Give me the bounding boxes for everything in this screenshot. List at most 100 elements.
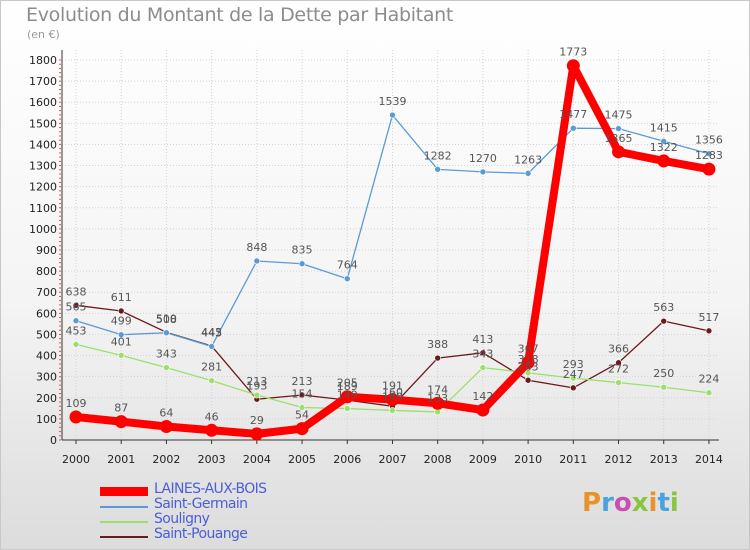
y-tick-label: 1000 bbox=[29, 223, 57, 236]
y-minor-tick bbox=[59, 194, 61, 196]
x-tick-label: 2005 bbox=[288, 453, 316, 466]
y-axis-unit: (en €) bbox=[27, 28, 60, 41]
data-label-souligny: 213 bbox=[246, 375, 267, 388]
data-label-saint-germain: 1477 bbox=[559, 108, 587, 121]
data-label-saint-pouange: 213 bbox=[292, 375, 313, 388]
axes: 0 100 200 300 400 500 600 700 800 900 1000 1100 1200… bbox=[29, 50, 723, 466]
y-minor-tick bbox=[59, 228, 61, 230]
y-minor-tick bbox=[59, 211, 61, 213]
y-minor-tick bbox=[59, 148, 61, 150]
y-minor-tick bbox=[59, 203, 61, 205]
data-label-laines-aux-bois: 87 bbox=[114, 402, 128, 415]
y-minor-tick bbox=[59, 342, 61, 344]
y-minor-tick bbox=[59, 186, 61, 188]
y-minor-tick bbox=[59, 414, 61, 416]
y-tick-label: 900 bbox=[36, 244, 57, 257]
data-point-souligny bbox=[298, 404, 306, 411]
data-label-souligny: 140 bbox=[382, 390, 403, 403]
data-label-saint-germain: 565 bbox=[66, 301, 87, 314]
y-minor-tick bbox=[59, 63, 61, 65]
y-minor-tick bbox=[59, 333, 61, 335]
y-minor-tick bbox=[59, 169, 61, 171]
x-tick-label: 2010 bbox=[514, 453, 542, 466]
data-label-laines-aux-bois: 64 bbox=[159, 406, 173, 419]
x-tick-label: 2014 bbox=[695, 453, 723, 466]
y-minor-tick bbox=[59, 207, 61, 209]
y-minor-tick bbox=[59, 266, 61, 268]
data-label-saint-germain: 1356 bbox=[695, 134, 723, 147]
data-label-souligny: 401 bbox=[111, 335, 132, 348]
y-minor-tick bbox=[59, 329, 61, 331]
y-minor-tick bbox=[59, 435, 61, 437]
y-tick-label: 600 bbox=[36, 307, 57, 320]
y-minor-tick bbox=[59, 426, 61, 428]
data-label-saint-germain: 848 bbox=[246, 241, 267, 254]
y-minor-tick bbox=[59, 257, 61, 259]
y-minor-tick bbox=[59, 160, 61, 162]
data-point-souligny bbox=[163, 364, 170, 371]
y-minor-tick bbox=[59, 279, 61, 281]
data-point-saint-germain bbox=[343, 275, 351, 283]
data-point-saint-pouange bbox=[72, 302, 80, 309]
y-tick-label: 1500 bbox=[29, 117, 57, 130]
data-point-saint-germain bbox=[117, 331, 125, 338]
y-minor-tick bbox=[59, 165, 61, 167]
y-minor-tick bbox=[59, 431, 61, 433]
y-tick-label: 400 bbox=[36, 350, 57, 363]
y-minor-tick bbox=[59, 384, 61, 386]
data-point-laines-aux-bois bbox=[114, 415, 128, 429]
logo-letter: P bbox=[582, 488, 602, 518]
proxiti-logo: Proxiti bbox=[582, 488, 679, 518]
logo-letter: x bbox=[631, 488, 649, 518]
data-point-laines-aux-bois bbox=[159, 419, 173, 433]
data-label-saint-germain: 443 bbox=[201, 326, 222, 339]
data-point-laines-aux-bois bbox=[566, 59, 580, 73]
data-point-saint-pouange bbox=[705, 327, 713, 335]
x-tick-label: 2007 bbox=[378, 453, 406, 466]
legend-label: Souligny bbox=[154, 511, 210, 527]
data-label-laines-aux-bois: 191 bbox=[382, 380, 403, 393]
data-label-souligny: 453 bbox=[66, 324, 87, 337]
data-label-laines-aux-bois: 205 bbox=[337, 377, 358, 390]
data-point-laines-aux-bois bbox=[657, 154, 671, 168]
y-minor-tick bbox=[59, 346, 61, 348]
data-point-saint-pouange bbox=[570, 384, 577, 392]
y-minor-tick bbox=[59, 190, 61, 192]
data-point-saint-pouange bbox=[524, 376, 532, 384]
y-tick-label: 200 bbox=[36, 392, 57, 405]
y-minor-tick bbox=[59, 388, 61, 390]
y-minor-tick bbox=[59, 418, 61, 420]
data-label-souligny: 224 bbox=[698, 373, 719, 386]
y-minor-tick bbox=[59, 308, 61, 310]
data-point-saint-germain bbox=[208, 343, 215, 350]
x-tick-label: 2003 bbox=[198, 453, 226, 466]
y-minor-tick bbox=[59, 67, 61, 69]
data-label-laines-aux-bois: 46 bbox=[205, 410, 219, 423]
y-minor-tick bbox=[59, 283, 61, 285]
y-minor-tick bbox=[59, 152, 61, 154]
y-tick-label: 1700 bbox=[29, 75, 57, 88]
y-minor-tick bbox=[59, 376, 61, 378]
y-minor-tick bbox=[59, 105, 61, 107]
data-point-saint-pouange bbox=[298, 391, 306, 399]
x-tick-label: 2000 bbox=[62, 453, 90, 466]
data-label-souligny: 318 bbox=[518, 353, 539, 366]
y-minor-tick bbox=[59, 287, 61, 289]
data-label-saint-germain: 508 bbox=[156, 313, 177, 326]
data-label-saint-germain: 1415 bbox=[650, 121, 678, 134]
y-minor-tick bbox=[59, 173, 61, 175]
y-minor-tick bbox=[59, 359, 61, 361]
data-label-souligny: 272 bbox=[608, 363, 629, 376]
data-label-saint-pouange: 413 bbox=[472, 333, 493, 346]
y-minor-tick bbox=[59, 101, 61, 103]
data-label-saint-pouange: 563 bbox=[653, 301, 674, 314]
y-minor-tick bbox=[59, 135, 61, 137]
y-minor-tick bbox=[59, 156, 61, 158]
data-point-souligny bbox=[705, 389, 713, 397]
x-tick-label: 2001 bbox=[107, 453, 135, 466]
data-point-saint-pouange bbox=[479, 349, 487, 357]
y-tick-label: 500 bbox=[36, 328, 57, 341]
data-point-souligny bbox=[570, 374, 577, 382]
y-minor-tick bbox=[59, 253, 61, 255]
y-minor-tick bbox=[59, 114, 61, 116]
